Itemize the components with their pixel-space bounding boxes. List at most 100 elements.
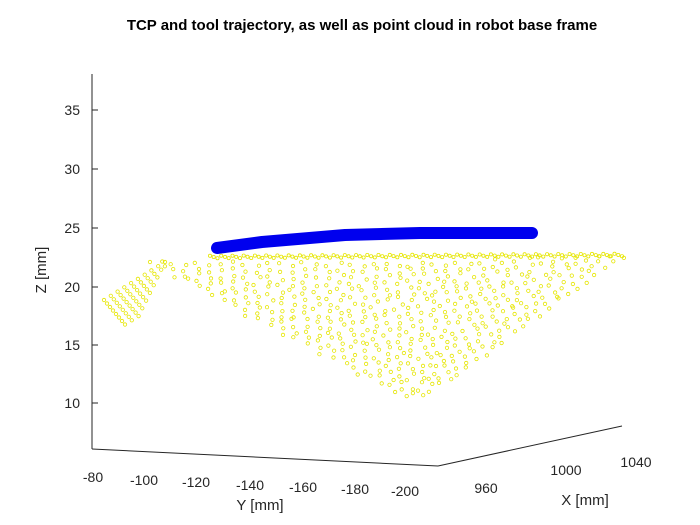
cloud-point xyxy=(445,274,450,279)
cloud-point xyxy=(363,295,368,300)
cloud-point xyxy=(511,259,517,264)
cloud-point xyxy=(502,321,507,326)
cloud-point xyxy=(219,253,224,258)
cloud-point xyxy=(466,342,472,347)
cloud-point xyxy=(472,322,477,327)
cloud-point xyxy=(514,286,520,291)
cloud-point xyxy=(397,314,402,319)
cloud-point xyxy=(420,369,425,375)
cloud-point xyxy=(380,254,385,259)
x-tick-label: 960 xyxy=(474,480,498,496)
cloud-point xyxy=(186,276,191,281)
cloud-point xyxy=(341,272,347,278)
cloud-point xyxy=(372,329,377,334)
cloud-point xyxy=(287,287,292,292)
cloud-point xyxy=(512,329,518,334)
cloud-point xyxy=(452,260,457,265)
cloud-point xyxy=(312,254,317,259)
cloud-point xyxy=(503,253,508,258)
z-tick-label: 15 xyxy=(64,337,80,353)
cloud-point xyxy=(452,308,457,313)
cloud-point xyxy=(162,259,168,265)
cloud-point xyxy=(317,302,322,307)
cloud-point xyxy=(384,320,389,326)
cloud-point xyxy=(338,317,343,322)
cloud-point xyxy=(426,281,431,286)
cloud-point xyxy=(397,321,403,326)
cloud-point xyxy=(222,254,227,259)
cloud-point xyxy=(437,303,442,309)
cloud-point xyxy=(129,318,134,323)
cloud-point xyxy=(374,274,379,279)
cloud-point xyxy=(121,296,126,301)
cloud-point xyxy=(552,290,558,295)
cloud-point xyxy=(346,254,351,259)
cloud-point xyxy=(545,252,550,257)
cloud-point xyxy=(316,295,321,301)
cloud-point xyxy=(242,307,248,312)
cloud-point xyxy=(397,271,402,276)
z-tick-label: 20 xyxy=(64,279,80,295)
cloud-point xyxy=(505,325,511,330)
cloud-point xyxy=(270,317,275,322)
cloud-point xyxy=(395,290,400,295)
cloud-point xyxy=(579,274,584,279)
cloud-point xyxy=(546,283,551,288)
cloud-point xyxy=(305,255,310,260)
cloud-point xyxy=(303,329,309,334)
cloud-point xyxy=(525,274,530,279)
cloud-point xyxy=(478,291,483,297)
cloud-point xyxy=(563,254,568,259)
cloud-point xyxy=(359,288,364,293)
cloud-point xyxy=(233,302,238,307)
cloud-point xyxy=(442,328,447,333)
cloud-point xyxy=(172,275,177,280)
cloud-point xyxy=(129,280,134,286)
cloud-point xyxy=(433,268,438,274)
cloud-point xyxy=(500,284,506,289)
cloud-point xyxy=(443,252,448,257)
cloud-point xyxy=(135,276,140,281)
cloud-point xyxy=(131,295,136,300)
cloud-point xyxy=(249,255,254,260)
cloud-point xyxy=(348,344,353,349)
cloud-point xyxy=(458,267,463,272)
cloud-point xyxy=(454,373,459,378)
cloud-point xyxy=(311,289,316,295)
cloud-point xyxy=(416,286,421,291)
cloud-point xyxy=(363,314,368,320)
cloud-point xyxy=(429,293,435,298)
y-axis-line xyxy=(91,448,439,467)
cloud-point xyxy=(397,263,402,269)
cloud-point xyxy=(145,276,150,281)
cloud-point xyxy=(409,297,414,303)
cloud-point xyxy=(372,293,377,298)
cloud-point xyxy=(467,316,472,322)
cloud-point xyxy=(313,267,318,272)
cloud-point xyxy=(430,336,435,342)
cloud-point xyxy=(475,326,480,331)
cloud-point xyxy=(372,280,377,285)
cloud-point xyxy=(458,271,463,276)
cloud-point xyxy=(399,387,404,392)
cloud-point xyxy=(286,253,291,258)
cloud-point xyxy=(454,284,459,289)
cloud-point xyxy=(335,268,340,273)
y-tick-label: -120 xyxy=(182,474,210,490)
cloud-point xyxy=(428,255,433,260)
cloud-point xyxy=(439,334,444,339)
cloud-point xyxy=(147,259,153,265)
cloud-point xyxy=(542,301,548,306)
cloud-point xyxy=(368,373,373,378)
cloud-point xyxy=(466,267,471,272)
cloud-point xyxy=(396,366,401,371)
cloud-point xyxy=(207,270,212,275)
cloud-point xyxy=(320,253,325,258)
cloud-point xyxy=(488,252,493,257)
cloud-point xyxy=(371,356,376,361)
cloud-point xyxy=(404,330,409,335)
cloud-point xyxy=(458,295,463,300)
cloud-point xyxy=(110,308,116,313)
cloud-point xyxy=(351,365,356,370)
cloud-point xyxy=(147,290,152,295)
